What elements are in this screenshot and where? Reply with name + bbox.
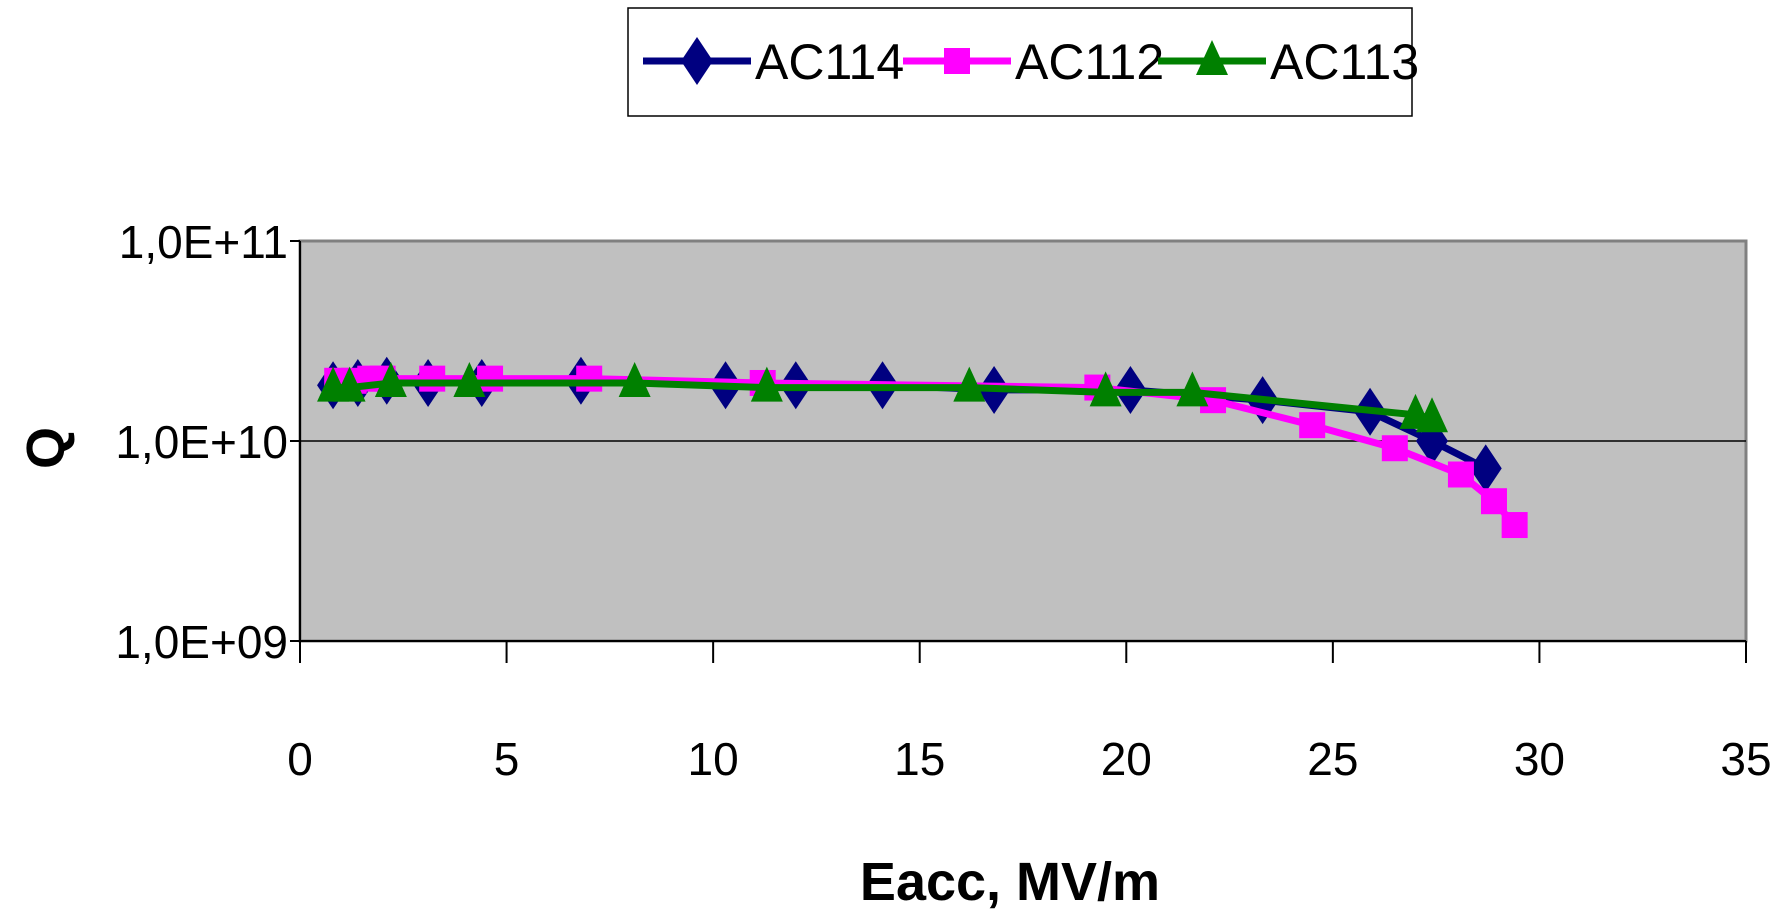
- x-tick-label: 0: [287, 733, 313, 785]
- legend: AC114 AC112 AC113: [627, 7, 1419, 117]
- y-axis-ticks: 1,0E+09 1,0E+10 1,0E+11: [115, 216, 300, 668]
- x-tick-label: 15: [894, 733, 945, 785]
- legend-label: AC113: [1270, 34, 1419, 90]
- data-point: [453, 361, 486, 397]
- data-point: [477, 365, 504, 392]
- legend-box: [627, 7, 1413, 117]
- legend-marker: [1196, 40, 1228, 75]
- data-point: [1469, 444, 1502, 493]
- y-tick-label: 1,0E+10: [115, 416, 288, 468]
- x-tick-label: 5: [494, 733, 520, 785]
- series-ac113: [317, 361, 1449, 433]
- data-point: [1176, 371, 1209, 407]
- x-axis-title: Eacc, MV/m: [860, 852, 1160, 910]
- x-tick-label: 20: [1101, 733, 1152, 785]
- legend-label: AC112: [1015, 34, 1164, 90]
- legend-marker: [944, 48, 970, 74]
- data-point: [333, 366, 366, 402]
- x-axis-ticks: 0 5 10 15 20 25 30 35: [287, 641, 1772, 785]
- legend-label: AC114: [755, 34, 904, 90]
- data-point: [576, 365, 603, 392]
- data-point: [750, 366, 783, 402]
- legend-marker: [681, 37, 713, 85]
- data-point: [618, 361, 651, 397]
- x-tick-label: 10: [688, 733, 739, 785]
- data-point: [1381, 435, 1408, 462]
- data-point: [1501, 512, 1528, 539]
- series-layer: [317, 356, 1528, 539]
- y-axis-title: Q: [16, 427, 76, 469]
- data-point: [1447, 461, 1474, 488]
- data-point: [1480, 488, 1507, 515]
- data-point: [419, 365, 446, 392]
- x-tick-label: 35: [1720, 733, 1771, 785]
- y-tick-label: 1,0E+09: [115, 616, 288, 668]
- data-point: [953, 366, 986, 402]
- x-tick-label: 25: [1307, 733, 1358, 785]
- data-point: [374, 361, 407, 397]
- data-point: [1299, 412, 1326, 439]
- data-point: [1416, 397, 1449, 433]
- data-point: [1089, 371, 1122, 407]
- y-tick-label: 1,0E+11: [119, 216, 288, 268]
- x-tick-label: 30: [1514, 733, 1565, 785]
